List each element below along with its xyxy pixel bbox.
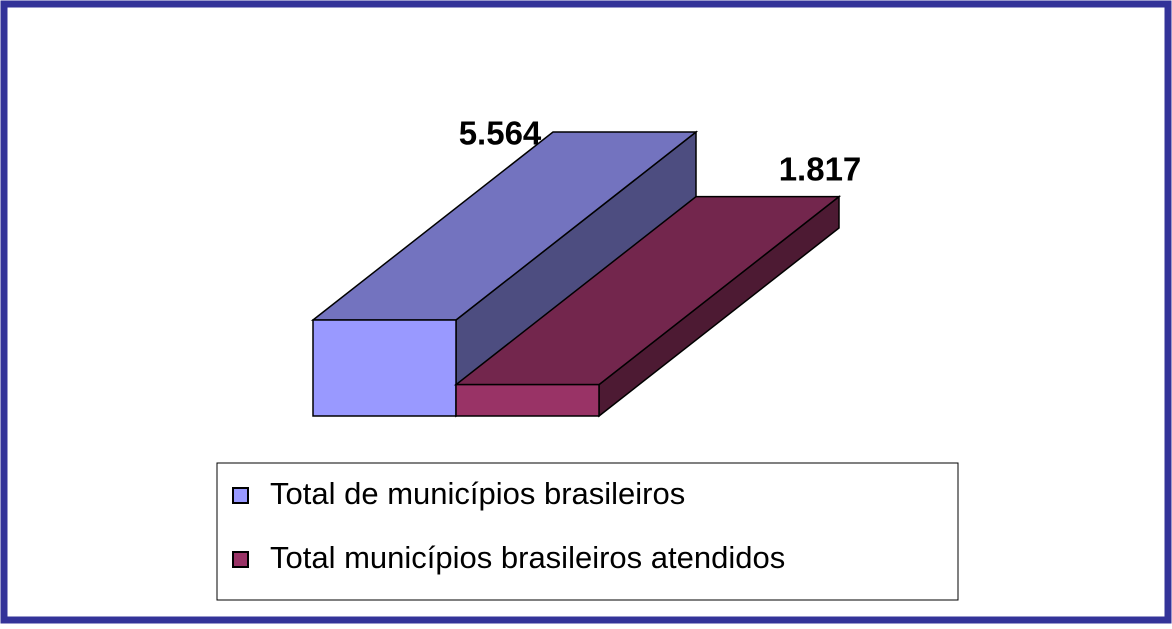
bar-front xyxy=(312,319,457,417)
bar-front xyxy=(455,383,600,417)
legend-label: Total de municípios brasileiros xyxy=(270,476,685,511)
data-label: 1.817 xyxy=(779,151,862,188)
legend-swatch xyxy=(232,487,249,504)
legend-label: Total municípios brasileiros atendidos xyxy=(270,540,785,575)
legend-swatch xyxy=(232,551,249,568)
bar xyxy=(453,195,842,418)
bar xyxy=(310,130,699,418)
legend-box xyxy=(216,462,959,601)
data-label: 5.564 xyxy=(459,115,542,152)
